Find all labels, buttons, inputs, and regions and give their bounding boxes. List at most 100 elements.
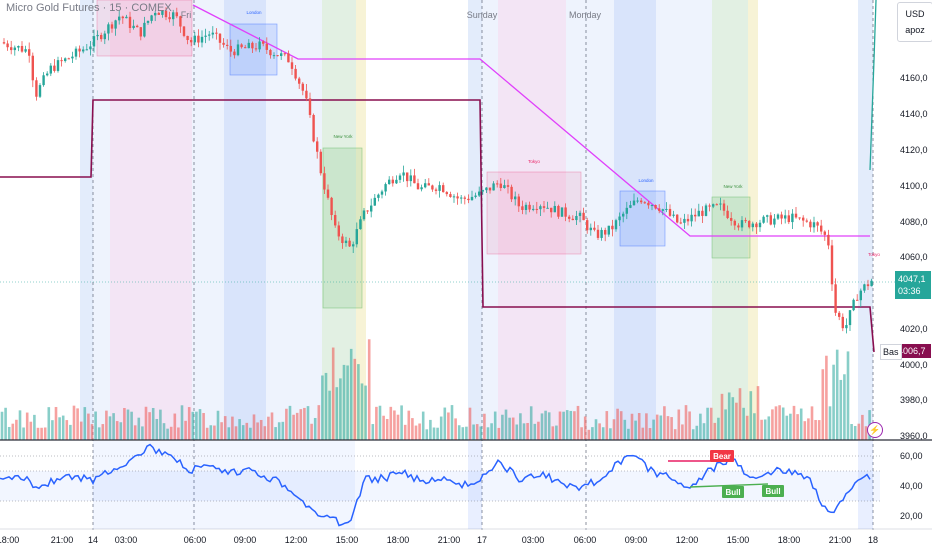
- candle-body: [265, 43, 268, 50]
- candle-body: [294, 68, 297, 79]
- volume-bar: [828, 406, 832, 440]
- volume-bar: [616, 408, 619, 440]
- candle-body: [496, 183, 499, 185]
- volume-bar: [796, 414, 799, 440]
- candle-body: [10, 47, 13, 51]
- candle-body: [640, 200, 643, 203]
- volume-bar: [760, 419, 763, 440]
- volume-bar: [558, 411, 562, 440]
- candle-body: [179, 16, 182, 27]
- candle-body: [269, 49, 272, 56]
- candle-body: [262, 41, 265, 44]
- volume-bar: [69, 424, 72, 440]
- candle-body: [218, 33, 222, 43]
- volume-bar: [310, 423, 313, 440]
- lightning-icon[interactable]: ⚡: [867, 422, 883, 438]
- price-axis-label: 3980,0: [900, 395, 928, 405]
- candle-body: [2, 42, 6, 44]
- candle-body: [154, 12, 157, 16]
- currency-selector[interactable]: USD apoz: [897, 2, 932, 42]
- volume-bar: [850, 424, 853, 440]
- candle-body: [715, 204, 718, 206]
- volume-bar: [0, 411, 4, 440]
- candle-body: [607, 225, 610, 235]
- candle-body: [366, 210, 369, 212]
- volume-bar: [522, 423, 526, 440]
- volume-bar: [364, 385, 367, 440]
- volume-bar: [709, 407, 713, 440]
- candle-body: [528, 204, 531, 210]
- volume-bar: [25, 412, 29, 440]
- candle-body: [200, 36, 204, 43]
- candle-body: [107, 24, 110, 34]
- candle-body: [582, 212, 585, 221]
- volume-bar: [421, 411, 425, 440]
- candle-body: [197, 35, 200, 43]
- candle-body: [157, 12, 160, 15]
- day-label: Sunday: [467, 10, 498, 20]
- volume-bar: [205, 427, 209, 440]
- volume-bar: [814, 419, 817, 440]
- volume-bar: [115, 421, 119, 440]
- volume-bar: [450, 405, 454, 440]
- candle-body: [28, 49, 31, 56]
- candle-body: [236, 44, 240, 56]
- volume-bar: [187, 407, 191, 440]
- volume-bar: [803, 421, 807, 440]
- volume-bar: [22, 427, 25, 440]
- bull-tag: Bull: [725, 488, 740, 497]
- volume-bar: [508, 417, 511, 440]
- candle-body: [215, 32, 218, 34]
- candle-body: [56, 60, 60, 71]
- candle-body: [618, 216, 621, 221]
- session-box: [711, 196, 751, 259]
- volume-bar: [706, 407, 709, 440]
- candle-body: [182, 26, 186, 36]
- candle-body: [31, 55, 34, 81]
- candle-body: [161, 10, 164, 15]
- candle-body: [431, 185, 434, 190]
- candle-body: [776, 214, 780, 219]
- volume-bar: [666, 416, 670, 440]
- candle-body: [402, 172, 405, 176]
- volume-bar: [349, 348, 353, 440]
- volume-bar: [303, 407, 306, 440]
- candle-body: [679, 222, 682, 224]
- symbol-title[interactable]: Micro Gold Futures · 15 · COMEX: [6, 2, 172, 14]
- candle-body: [632, 200, 636, 206]
- volume-bar: [771, 409, 774, 440]
- candle-body: [85, 49, 88, 51]
- volume-bar: [15, 419, 18, 440]
- volume-bar: [353, 358, 357, 440]
- volume-bar: [587, 429, 591, 440]
- time-axis-label: 21:00: [51, 535, 74, 545]
- candle-body: [744, 220, 747, 222]
- bas-short-label: Bas: [880, 344, 902, 360]
- candle-body: [474, 195, 477, 197]
- volume-bar: [83, 407, 87, 440]
- time-axis-label: 12:00: [285, 535, 308, 545]
- volume-bar: [148, 412, 151, 440]
- volume-bar: [684, 405, 688, 440]
- candle-body: [553, 205, 556, 213]
- volume-bar: [713, 422, 717, 440]
- candle-body: [589, 227, 592, 231]
- candle-body: [820, 225, 823, 232]
- last-price-label: 4047,1 03:36: [895, 271, 931, 299]
- candle-body: [568, 216, 571, 219]
- time-axis-label: 06:00: [184, 535, 207, 545]
- candle-body: [485, 187, 488, 191]
- volume-bar: [738, 388, 742, 440]
- candle-body: [726, 210, 729, 219]
- volume-bar: [432, 427, 436, 440]
- candle-body: [845, 325, 848, 329]
- candle-body: [287, 53, 290, 63]
- candle-body: [373, 197, 376, 206]
- volume-bar: [72, 405, 76, 440]
- candle-body: [647, 202, 650, 206]
- candle-body: [251, 42, 254, 49]
- candlesticks: [2, 7, 873, 334]
- session-label: London: [246, 10, 262, 15]
- candle-body: [100, 34, 103, 40]
